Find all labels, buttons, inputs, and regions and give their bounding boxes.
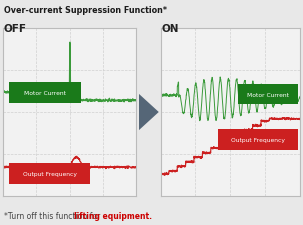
Text: Motor Current: Motor Current [247, 92, 289, 97]
Text: ON: ON [161, 24, 179, 34]
Text: Output Frequency: Output Frequency [231, 137, 285, 142]
FancyBboxPatch shape [238, 84, 298, 105]
Text: Motor Current: Motor Current [24, 90, 66, 95]
Text: Over-current Suppression Function*: Over-current Suppression Function* [4, 6, 167, 15]
FancyBboxPatch shape [9, 163, 90, 184]
Text: Output Frequency: Output Frequency [23, 171, 77, 176]
Text: *Turn off this function for: *Turn off this function for [4, 212, 102, 220]
Text: lifting equipment.: lifting equipment. [74, 212, 152, 220]
Polygon shape [139, 94, 159, 130]
Text: OFF: OFF [4, 24, 27, 34]
FancyBboxPatch shape [218, 129, 298, 150]
FancyBboxPatch shape [9, 83, 81, 103]
